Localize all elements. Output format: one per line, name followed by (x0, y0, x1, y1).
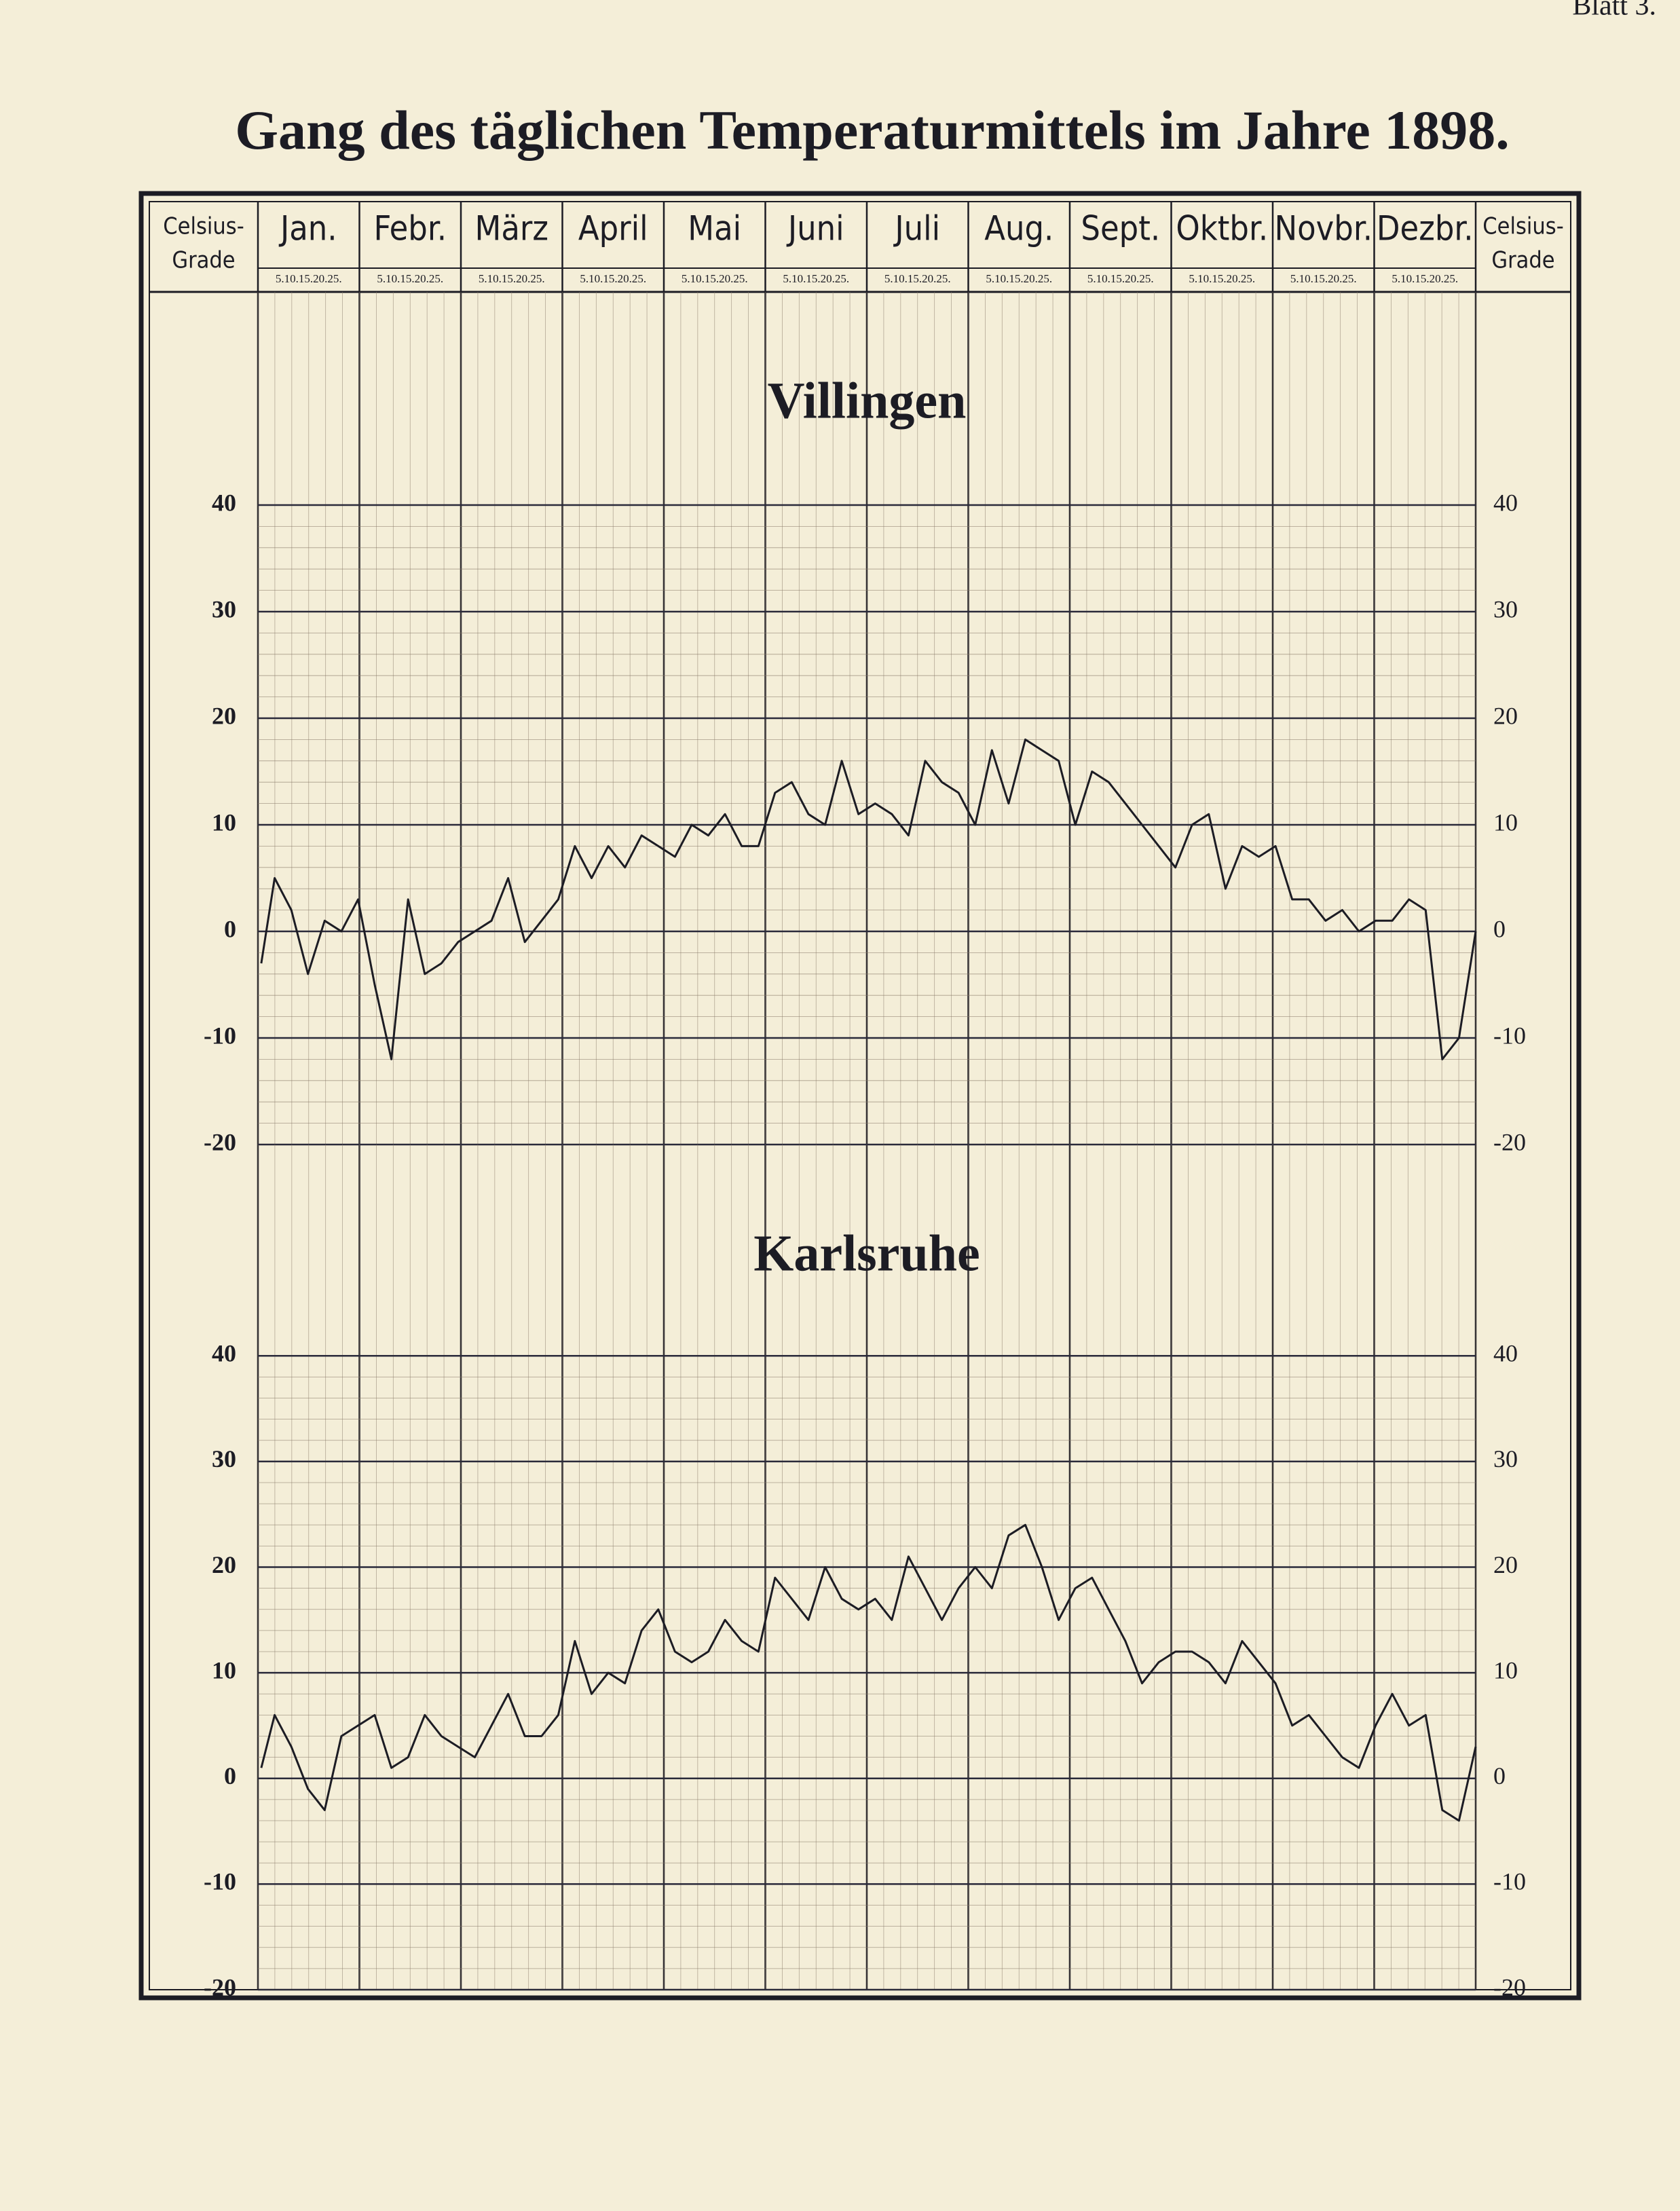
month-label: Juni (786, 209, 844, 248)
panel-title: Villingen (768, 372, 967, 429)
day-tick-label: 5.10.15.20.25. (377, 272, 443, 285)
y-tick-label: 30 (212, 1445, 236, 1472)
y-tick-label-right: 10 (1493, 1656, 1518, 1684)
y-tick-label-right: 40 (1493, 489, 1518, 516)
y-tick-label: 10 (212, 1656, 236, 1684)
month-label: Oktbr. (1176, 209, 1268, 248)
y-tick-label-right: -20 (1493, 1128, 1526, 1155)
temperature-line (260, 738, 1477, 1060)
y-tick-label: 10 (212, 809, 236, 836)
month-label: April (578, 209, 648, 248)
month-label: Sept. (1081, 209, 1160, 248)
day-tick-label: 5.10.15.20.25. (986, 272, 1052, 285)
unit-label-right: Grade (1491, 247, 1554, 274)
y-tick-label: -10 (204, 1868, 236, 1895)
day-tick-label: 5.10.15.20.25. (783, 272, 849, 285)
day-tick-label: 5.10.15.20.25. (682, 272, 748, 285)
unit-label-left: Celsius- (163, 213, 244, 240)
day-tick-label: 5.10.15.20.25. (1290, 272, 1357, 285)
day-tick-label: 5.10.15.20.25. (1087, 272, 1154, 285)
y-tick-label: -20 (204, 1128, 236, 1155)
y-tick-label: 40 (212, 1340, 236, 1367)
y-tick-label-right: 20 (1493, 702, 1518, 729)
y-tick-label: 0 (224, 1762, 236, 1789)
y-tick-label: 20 (212, 1551, 236, 1578)
day-tick-label: 5.10.15.20.25. (1392, 272, 1458, 285)
month-label: Dezbr. (1377, 209, 1474, 248)
y-tick-label-right: 30 (1493, 595, 1518, 623)
unit-label-left: Grade (172, 247, 235, 274)
day-tick-label: 5.10.15.20.25. (580, 272, 646, 285)
page-corner: Blatt 3. (1572, 0, 1656, 22)
month-label: Juli (893, 209, 940, 248)
month-label: Novbr. (1274, 209, 1373, 248)
y-tick-label: -20 (204, 1973, 236, 2001)
y-tick-label-right: 0 (1493, 1762, 1506, 1789)
y-tick-label-right: 20 (1493, 1551, 1518, 1578)
y-tick-label-right: 30 (1493, 1445, 1518, 1472)
month-label: Aug. (984, 209, 1053, 248)
unit-label-right: Celsius- (1482, 213, 1564, 240)
y-tick-label-right: -10 (1493, 1022, 1526, 1049)
y-tick-label-right: 40 (1493, 1340, 1518, 1367)
y-tick-label: 0 (224, 915, 236, 942)
month-label: Jan. (278, 209, 337, 248)
page-title: Gang des täglichen Temperaturmittels im … (235, 99, 1510, 161)
panel-title: Karlsruhe (753, 1225, 980, 1282)
month-label: Febr. (373, 209, 447, 248)
y-tick-label: 30 (212, 595, 236, 623)
day-tick-label: 5.10.15.20.25. (276, 272, 342, 285)
day-tick-label: 5.10.15.20.25. (1189, 272, 1255, 285)
y-tick-label-right: -20 (1493, 1973, 1526, 2001)
y-tick-label: 20 (212, 702, 236, 729)
month-label: Mai (688, 209, 741, 248)
day-tick-label: 5.10.15.20.25. (884, 272, 951, 285)
frame (138, 191, 1582, 2001)
month-label: März (475, 209, 548, 248)
day-tick-label: 5.10.15.20.25. (479, 272, 545, 285)
y-tick-label-right: 10 (1493, 809, 1518, 836)
y-tick-label: 40 (212, 489, 236, 516)
temperature-line (260, 1523, 1477, 1822)
y-tick-label: -10 (204, 1022, 236, 1049)
y-tick-label-right: 0 (1493, 915, 1506, 942)
y-tick-label-right: -10 (1493, 1868, 1526, 1895)
